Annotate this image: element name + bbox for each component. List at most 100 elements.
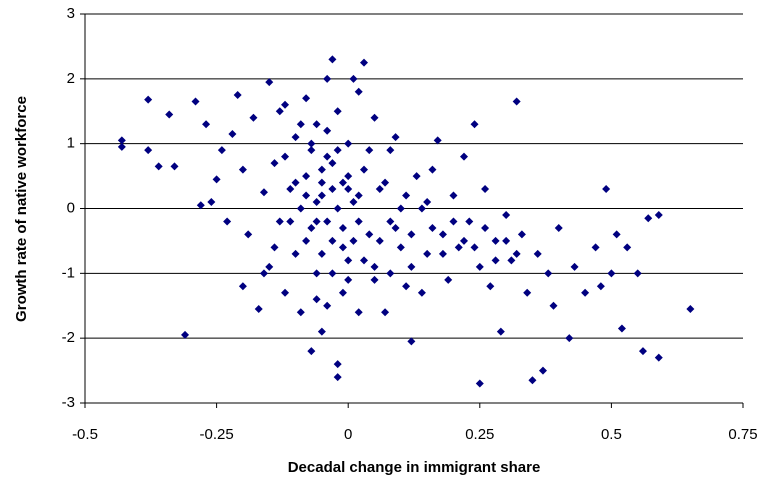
point — [633, 269, 642, 278]
point — [312, 269, 321, 278]
point — [638, 347, 647, 356]
y-tick-label: -1 — [62, 264, 75, 281]
point — [217, 146, 226, 155]
x-tick-label: 0.5 — [601, 426, 622, 443]
point — [117, 142, 126, 151]
point — [391, 133, 400, 142]
y-tick-label: 0 — [67, 199, 75, 216]
point — [144, 146, 153, 155]
point — [491, 236, 500, 245]
point — [544, 269, 553, 278]
point — [354, 87, 363, 96]
point — [512, 97, 521, 106]
point — [686, 304, 695, 313]
point — [312, 120, 321, 129]
point — [428, 223, 437, 232]
point — [302, 191, 311, 200]
x-tick-label: -0.5 — [72, 426, 98, 443]
point — [344, 172, 353, 181]
point — [302, 172, 311, 181]
point — [338, 223, 347, 232]
point — [233, 91, 242, 100]
point — [286, 217, 295, 226]
point — [323, 74, 332, 83]
point — [475, 262, 484, 271]
point — [644, 214, 653, 223]
point — [317, 178, 326, 187]
point — [481, 185, 490, 194]
point — [612, 230, 621, 239]
point — [312, 217, 321, 226]
x-tick-label: -0.25 — [199, 426, 233, 443]
point — [465, 217, 474, 226]
point — [338, 243, 347, 252]
point — [354, 217, 363, 226]
point — [302, 236, 311, 245]
point — [433, 136, 442, 145]
point — [338, 288, 347, 297]
point — [281, 288, 290, 297]
point — [386, 217, 395, 226]
point — [170, 162, 179, 171]
point — [512, 249, 521, 258]
point — [291, 178, 300, 187]
point — [238, 282, 247, 291]
point — [265, 78, 274, 87]
point — [365, 146, 374, 155]
point — [349, 236, 358, 245]
point — [265, 262, 274, 271]
point — [333, 204, 342, 213]
point — [654, 210, 663, 219]
point — [270, 159, 279, 168]
point — [317, 165, 326, 174]
point — [475, 379, 484, 388]
point — [286, 185, 295, 194]
point — [438, 230, 447, 239]
point — [281, 100, 290, 109]
point — [407, 337, 416, 346]
point — [223, 217, 232, 226]
point — [296, 120, 305, 129]
point — [307, 139, 316, 148]
point — [491, 256, 500, 265]
point — [254, 304, 263, 313]
point — [654, 353, 663, 362]
point — [386, 269, 395, 278]
point — [359, 165, 368, 174]
point — [344, 139, 353, 148]
point — [296, 308, 305, 317]
point — [607, 269, 616, 278]
point — [396, 204, 405, 213]
point — [533, 249, 542, 258]
point — [181, 330, 190, 339]
point — [317, 249, 326, 258]
point — [617, 324, 626, 333]
point — [354, 191, 363, 200]
point — [507, 256, 516, 265]
point — [402, 282, 411, 291]
point — [470, 120, 479, 129]
point — [270, 243, 279, 252]
point — [365, 230, 374, 239]
point — [281, 152, 290, 161]
point — [423, 249, 432, 258]
point — [481, 223, 490, 232]
point — [370, 262, 379, 271]
point — [317, 327, 326, 336]
point — [144, 95, 153, 104]
point — [328, 55, 337, 64]
point — [196, 201, 205, 210]
point — [328, 236, 337, 245]
point — [275, 107, 284, 116]
point — [202, 120, 211, 129]
point — [417, 204, 426, 213]
point — [502, 210, 511, 219]
point — [581, 288, 590, 297]
y-tick-label: 1 — [67, 135, 75, 152]
point — [307, 347, 316, 356]
y-tick-label: 2 — [67, 70, 75, 87]
point — [496, 327, 505, 336]
point — [460, 236, 469, 245]
